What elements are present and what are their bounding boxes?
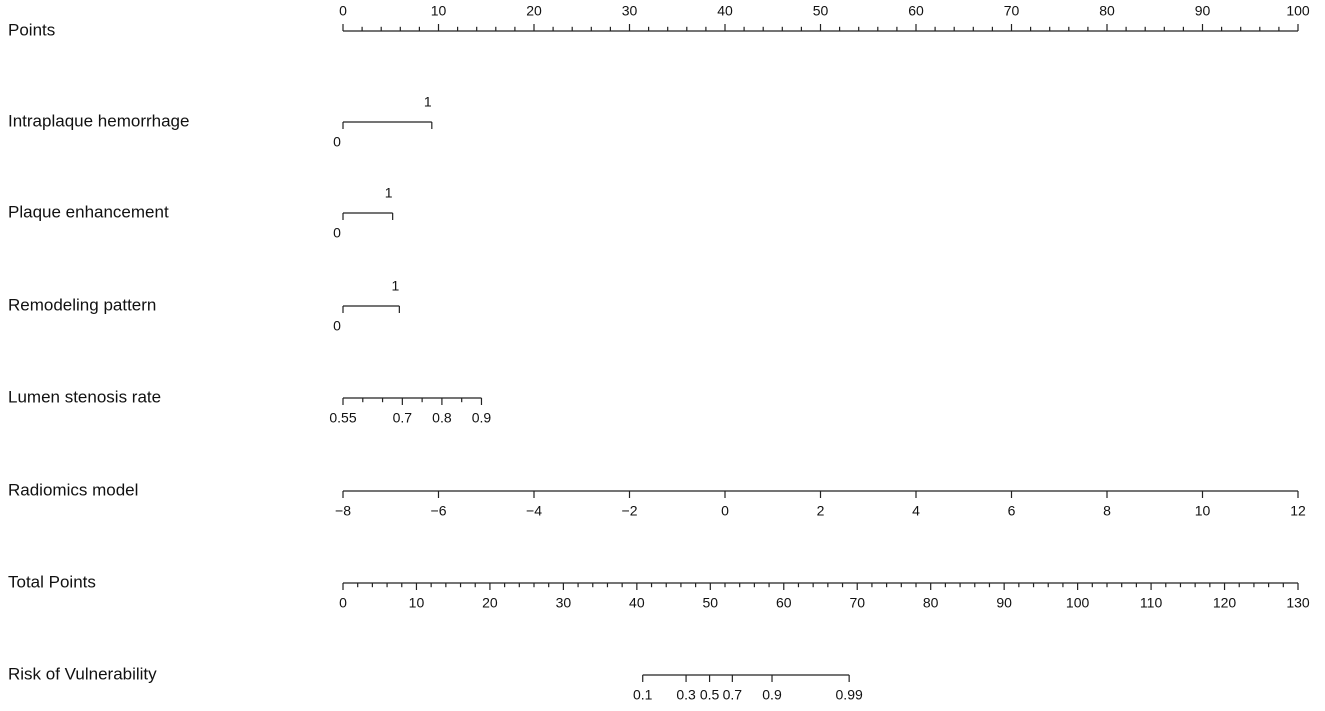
tick-label: 0.55	[329, 410, 356, 426]
tick-label: 1	[391, 278, 399, 294]
tick-label: 90	[996, 595, 1012, 611]
row-label: Risk of Vulnerability	[8, 664, 157, 683]
tick-label: 40	[629, 595, 645, 611]
tick-label: 120	[1213, 595, 1237, 611]
tick-label: 30	[556, 595, 572, 611]
tick-label: 50	[813, 3, 829, 19]
tick-label: 0.5	[700, 687, 720, 703]
tick-label: 0.9	[762, 687, 782, 703]
tick-label: 60	[908, 3, 924, 19]
tick-label: 20	[526, 3, 542, 19]
tick-label: 10	[1195, 503, 1211, 519]
tick-label: 0.1	[633, 687, 653, 703]
tick-label: 0.7	[723, 687, 743, 703]
tick-label: 0.99	[836, 687, 863, 703]
tick-label: 0.7	[393, 410, 413, 426]
tick-label: 80	[923, 595, 939, 611]
tick-label: 50	[703, 595, 719, 611]
row-label: Intraplaque hemorrhage	[8, 111, 189, 130]
tick-label: 0	[333, 318, 341, 334]
tick-label: 100	[1286, 3, 1310, 19]
row-label: Radiomics model	[8, 480, 138, 499]
tick-label: 10	[409, 595, 425, 611]
tick-label: 30	[622, 3, 638, 19]
tick-label: 6	[1008, 503, 1016, 519]
tick-label: 0	[333, 225, 341, 241]
tick-label: 0.8	[432, 410, 452, 426]
tick-label: 80	[1099, 3, 1115, 19]
tick-label: 70	[1004, 3, 1020, 19]
tick-label: 130	[1286, 595, 1310, 611]
tick-label: 4	[912, 503, 920, 519]
tick-label: 10	[431, 3, 447, 19]
tick-label: 0	[333, 134, 341, 150]
tick-label: 70	[849, 595, 865, 611]
tick-label: 0.9	[472, 410, 492, 426]
tick-label: 0	[339, 595, 347, 611]
tick-label: 2	[817, 503, 825, 519]
tick-label: 0	[721, 503, 729, 519]
tick-label: 0	[339, 3, 347, 19]
tick-label: 110	[1140, 595, 1163, 611]
tick-label: 90	[1195, 3, 1211, 19]
row-label: Remodeling pattern	[8, 295, 156, 314]
tick-label: 1	[385, 185, 393, 201]
tick-label: −6	[431, 503, 447, 519]
row-label: Lumen stenosis rate	[8, 387, 161, 406]
tick-label: −4	[526, 503, 542, 519]
tick-label: −8	[335, 503, 351, 519]
tick-label: 60	[776, 595, 792, 611]
tick-label: 12	[1290, 503, 1306, 519]
tick-label: 8	[1103, 503, 1111, 519]
row-label: Total Points	[8, 572, 96, 591]
tick-label: −2	[622, 503, 638, 519]
tick-label: 20	[482, 595, 498, 611]
row-label: Plaque enhancement	[8, 202, 169, 221]
tick-label: 100	[1066, 595, 1090, 611]
tick-label: 0.3	[676, 687, 696, 703]
row-label: Points	[8, 20, 55, 39]
tick-label: 40	[717, 3, 733, 19]
tick-label: 1	[424, 94, 432, 110]
